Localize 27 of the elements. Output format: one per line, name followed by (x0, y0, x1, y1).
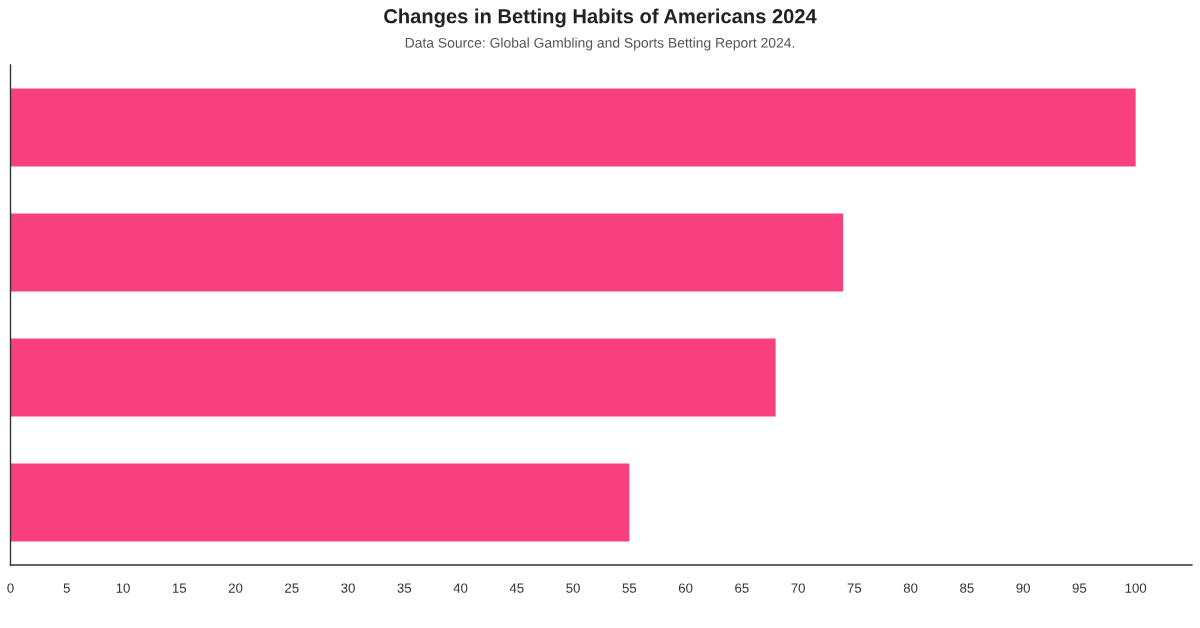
x-tick-label: 85 (960, 583, 974, 593)
x-tick-label: 0 (7, 583, 14, 593)
x-tick-label: 75 (847, 583, 862, 593)
x-tick-label: 55 (622, 583, 637, 593)
x-tick-label: 90 (1016, 583, 1030, 593)
chart-subtitle: Data Source: Global Gambling and Sports Betting Report 2024. (405, 37, 795, 51)
bar (10, 463, 630, 542)
chart-title: Changes in Betting Habits of Americans 2024 (384, 8, 817, 28)
x-tick-label: 40 (453, 583, 468, 593)
x-tick-label: 5 (63, 583, 70, 593)
x-tick-label: 80 (903, 583, 918, 593)
x-tick-label: 60 (678, 583, 693, 593)
x-tick-label: 70 (791, 583, 805, 593)
bar (10, 338, 776, 417)
x-tick-label: 35 (397, 583, 412, 593)
x-tick-label: 30 (341, 583, 355, 593)
x-tick-label: 100 (1125, 583, 1147, 593)
x-tick-label: 45 (509, 583, 524, 593)
bar (10, 213, 844, 292)
x-tick-label: 95 (1072, 583, 1087, 593)
x-tick-label: 50 (566, 583, 580, 593)
x-tick-label: 25 (285, 583, 299, 593)
x-tick-label: 15 (172, 583, 187, 593)
x-tick-label: 20 (228, 583, 243, 593)
x-tick-label: 65 (735, 583, 749, 593)
x-tick-label: 10 (116, 583, 130, 593)
bar (10, 88, 1136, 167)
